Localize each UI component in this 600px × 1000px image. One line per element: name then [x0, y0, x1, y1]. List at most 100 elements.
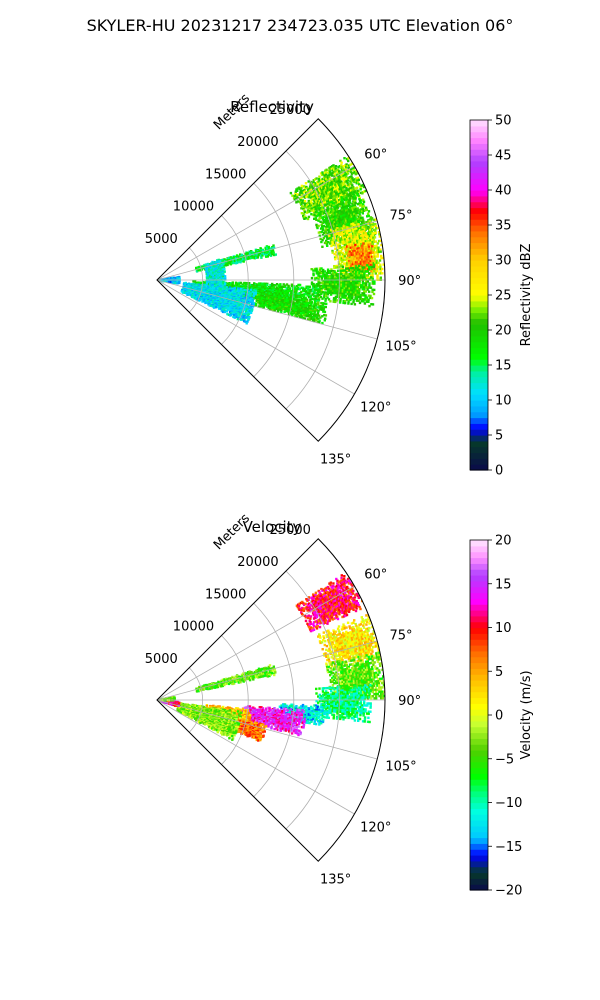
echo-gate — [344, 251, 348, 254]
echo-gate — [296, 200, 299, 203]
echo-gate — [300, 286, 303, 289]
echo-gate — [335, 222, 338, 225]
echo-gate — [192, 296, 195, 299]
echo-gate — [300, 310, 303, 313]
echo-gate — [296, 306, 299, 310]
echo-gate — [318, 179, 322, 182]
echo-gate — [329, 231, 333, 234]
echo-gate — [246, 306, 249, 309]
echo-gate — [344, 238, 347, 241]
echo-gate — [364, 262, 368, 265]
echo-gate — [360, 243, 363, 246]
echo-gate — [346, 214, 350, 218]
echo-gate — [334, 198, 337, 201]
echo-gate — [348, 237, 352, 240]
echo-gate — [245, 322, 248, 325]
echo-gate — [355, 235, 358, 239]
echo-gate — [363, 234, 366, 237]
echo-gate — [281, 295, 284, 298]
echo-gate — [333, 211, 336, 214]
echo-gate — [311, 287, 315, 290]
echo-gate — [232, 314, 236, 317]
echo-gate — [300, 307, 304, 311]
echo-gate — [341, 251, 344, 255]
echo-gate — [352, 166, 356, 169]
echo-gate — [301, 306, 304, 309]
echo-gate — [309, 207, 313, 211]
echo-gate — [256, 296, 259, 300]
echo-gate — [357, 221, 361, 225]
echo-gate — [332, 164, 335, 167]
echo-gate — [372, 263, 376, 266]
echo-gate — [320, 189, 323, 192]
echo-gate — [327, 286, 330, 289]
echo-gate — [337, 212, 340, 215]
echo-gate — [244, 320, 247, 323]
echo-gate — [251, 305, 255, 308]
echo-gate — [317, 298, 320, 301]
echo-gate — [341, 265, 344, 269]
echo-gate — [369, 241, 373, 244]
echo-gate — [299, 202, 302, 205]
echo-gate — [340, 173, 343, 177]
echo-gate — [304, 296, 307, 300]
echo-gate — [334, 174, 338, 177]
echo-gate — [353, 178, 357, 181]
echo-gate — [309, 315, 312, 318]
echo-gate — [325, 234, 328, 237]
echo-gate — [327, 169, 331, 172]
echo-gate — [293, 290, 296, 293]
echo-gate — [368, 286, 371, 289]
echo-gate — [297, 296, 301, 299]
echo-gate — [312, 273, 315, 277]
echo-gate — [365, 208, 368, 211]
echo-gate — [327, 276, 330, 280]
echo-gate — [359, 188, 362, 191]
echo-gate — [307, 307, 310, 310]
echo-gate — [330, 273, 333, 276]
echo-gate — [317, 306, 321, 309]
echo-gate — [358, 241, 361, 244]
echo-gate — [346, 208, 349, 212]
echo-gate — [348, 218, 351, 221]
echo-gate — [313, 217, 316, 220]
echo-gate — [250, 304, 253, 308]
echo-gate — [306, 304, 309, 307]
echo-gate — [320, 270, 323, 273]
echo-gate — [375, 261, 379, 265]
echo-gate — [353, 265, 356, 268]
echo-gate — [360, 210, 364, 213]
echo-gate — [233, 309, 236, 312]
echo-gate — [343, 169, 346, 172]
echo-gate — [342, 296, 346, 299]
echo-gate — [337, 223, 341, 227]
echo-gate — [361, 268, 364, 271]
echo-gate — [359, 201, 363, 205]
echo-gate — [343, 294, 346, 297]
echo-gate — [338, 252, 341, 255]
echo-gate — [333, 278, 337, 281]
echo-gate — [344, 296, 347, 299]
echo-gate — [306, 303, 310, 306]
echo-gate — [309, 196, 313, 200]
echo-gate — [314, 194, 317, 197]
echo-gate — [295, 290, 298, 293]
echo-gate — [337, 165, 340, 169]
echo-gate — [352, 246, 356, 249]
echo-gate — [355, 255, 359, 258]
echo-gate — [368, 247, 371, 251]
echo-gate — [354, 255, 357, 258]
echo-gate — [211, 300, 215, 304]
echo-gate — [323, 310, 327, 314]
echo-gate — [354, 261, 358, 264]
echo-gate — [342, 216, 345, 219]
echo-gate — [351, 246, 354, 249]
echo-gate — [350, 302, 353, 306]
echo-gate — [332, 278, 335, 281]
echo-gate — [316, 195, 319, 198]
echo-gate — [300, 299, 304, 302]
echo-gate — [320, 213, 323, 216]
echo-gate — [351, 263, 354, 266]
echo-gate — [344, 258, 347, 262]
echo-gate — [358, 249, 361, 252]
